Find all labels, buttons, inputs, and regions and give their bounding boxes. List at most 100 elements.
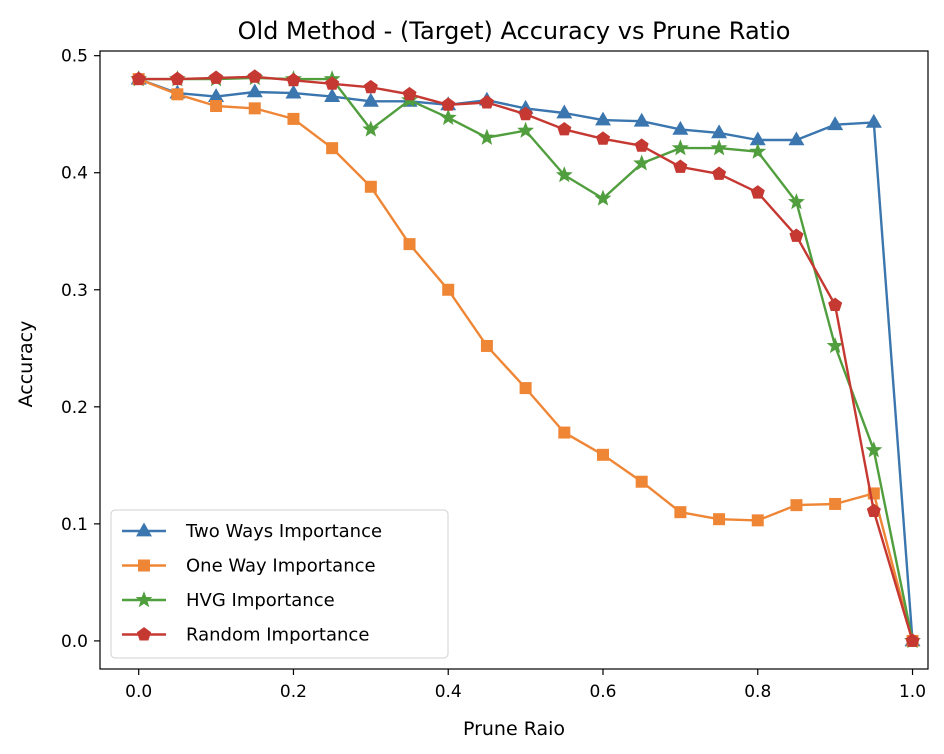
data-point: [673, 159, 688, 173]
data-point: [750, 185, 765, 199]
x-tick-label: 0.0: [125, 682, 152, 702]
legend: Two Ways Importance One Way Importance HVG…: [110, 509, 449, 659]
plot-frame: [99, 50, 929, 670]
data-point: [788, 131, 805, 146]
series-2: [132, 73, 919, 647]
data-point: [478, 128, 496, 145]
data-point: [403, 238, 416, 251]
data-point: [287, 112, 300, 125]
data-point: [210, 100, 223, 113]
legend-label: Two Ways Importance: [185, 521, 382, 542]
x-tick-label: 0.6: [589, 682, 616, 702]
data-point: [246, 83, 263, 98]
y-axis-label: Accuracy: [15, 321, 37, 408]
data-point: [905, 633, 920, 647]
legend-entry: Random Importance: [122, 625, 369, 646]
x-axis-label: Prune Raio: [463, 718, 565, 740]
legend-marker: [135, 591, 153, 608]
data-point: [827, 116, 844, 131]
data-point: [519, 382, 532, 395]
data-point: [557, 121, 572, 136]
data-point: [867, 487, 880, 500]
data-point: [556, 104, 573, 119]
data-point: [363, 79, 378, 94]
data-point: [596, 448, 609, 461]
y-tick-label: 0.3: [61, 281, 88, 301]
y-tick-label: 0.4: [61, 164, 88, 184]
data-point: [479, 95, 494, 109]
data-point: [517, 121, 535, 138]
chart-title: Old Method - (Target) Accuracy vs Prune …: [238, 17, 791, 45]
data-point: [326, 142, 339, 155]
data-point: [634, 138, 649, 152]
data-point: [555, 166, 573, 183]
data-point: [247, 69, 262, 83]
data-point: [285, 84, 302, 99]
legend-marker: [136, 627, 152, 641]
data-point: [325, 76, 340, 90]
data-point: [865, 113, 882, 128]
y-tick-label: 0.0: [61, 632, 88, 652]
x-tick-label: 0.4: [435, 682, 462, 702]
data-point: [558, 426, 571, 439]
legend-entry: Two Ways Importance: [122, 521, 382, 542]
legend-label: HVG Importance: [186, 590, 335, 611]
legend-box: [110, 509, 449, 659]
data-point: [712, 166, 727, 180]
data-point: [790, 499, 803, 512]
data-point: [442, 283, 455, 296]
data-point: [671, 139, 689, 156]
x-tick-label: 0.2: [280, 682, 307, 702]
data-point: [635, 475, 648, 488]
legend-label: Random Importance: [186, 625, 369, 646]
data-point: [595, 131, 611, 145]
data-point: [594, 189, 612, 206]
data-point: [826, 337, 844, 354]
legend-marker: [136, 522, 152, 537]
data-point: [441, 97, 456, 111]
data-point: [710, 139, 728, 156]
data-point: [362, 120, 380, 137]
data-point: [170, 71, 185, 86]
plot-area: [130, 68, 922, 649]
data-point: [828, 297, 843, 311]
data-point: [633, 154, 651, 171]
data-point: [672, 120, 689, 135]
data-point: [789, 228, 804, 242]
data-point: [362, 92, 379, 107]
series-4: [131, 69, 920, 647]
y-tick-label: 0.1: [61, 515, 88, 535]
x-tick-label: 0.8: [744, 682, 771, 702]
data-point: [595, 111, 611, 126]
data-point: [209, 70, 224, 84]
data-point: [749, 142, 767, 159]
data-point: [248, 102, 261, 115]
legend-label: One Way Importance: [186, 556, 376, 577]
data-point: [713, 513, 726, 526]
data-point: [364, 180, 377, 193]
data-point: [829, 497, 842, 510]
data-point: [787, 193, 805, 210]
data-point: [324, 88, 341, 102]
data-point: [402, 86, 417, 101]
data-point: [286, 72, 301, 87]
data-point: [633, 112, 650, 127]
data-point: [865, 441, 883, 458]
x-tick-label: 1.0: [899, 682, 926, 702]
data-point: [751, 514, 764, 527]
legend-entry: One Way Importance: [122, 556, 376, 577]
data-point: [674, 506, 687, 519]
data-point: [439, 108, 457, 125]
data-point: [131, 71, 146, 86]
y-tick-label: 0.5: [61, 47, 88, 67]
data-point: [711, 124, 728, 139]
data-point: [518, 106, 533, 121]
legend-marker: [138, 559, 150, 572]
data-point: [171, 88, 184, 101]
y-tick-label: 0.2: [61, 398, 88, 418]
data-point: [866, 503, 881, 517]
legend-entry: HVG Importance: [122, 590, 335, 611]
axes: 0.0 0.2 0.4 0.6 0.8 1.0 0.0 0.1 0.2 0.3 0.4 0.5: [61, 47, 926, 702]
data-point: [480, 339, 493, 352]
